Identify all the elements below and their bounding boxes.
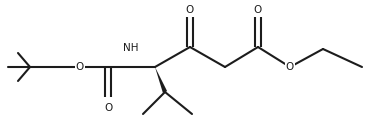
Text: NH: NH	[123, 43, 139, 53]
Text: O: O	[254, 5, 262, 15]
Text: O: O	[186, 5, 194, 15]
Text: O: O	[76, 62, 84, 72]
Text: O: O	[286, 62, 294, 72]
Polygon shape	[155, 67, 167, 93]
Text: O: O	[104, 103, 112, 113]
